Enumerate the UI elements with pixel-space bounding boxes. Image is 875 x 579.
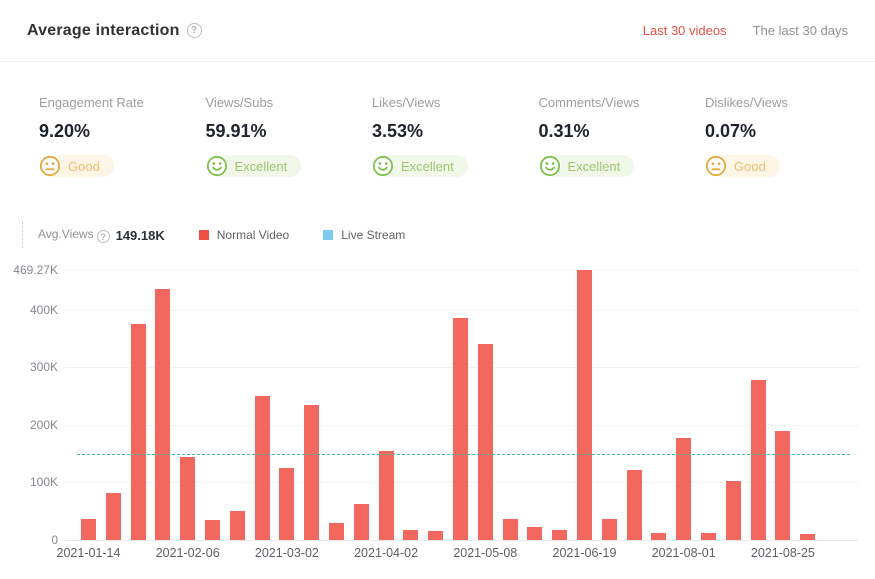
bar[interactable] — [105, 493, 121, 540]
average-line — [77, 454, 850, 456]
metric-engagement-rate: Engagement Rate 9.20% Good — [39, 62, 206, 177]
bar[interactable] — [130, 324, 146, 540]
filter-last-30-days[interactable]: The last 30 days — [752, 23, 848, 38]
bar[interactable] — [304, 405, 320, 540]
bar[interactable] — [254, 395, 270, 540]
legend-item-live-stream[interactable]: Live Stream — [323, 228, 405, 242]
x-tick-label: 2021-01-14 — [56, 546, 121, 560]
rating-label: Good — [68, 158, 100, 174]
chart-legend-row: Avg.Views? 149.18K Normal Video Live Str… — [22, 221, 848, 249]
rating-badge: Excellent — [538, 155, 635, 177]
y-tick-label: 400K — [29, 302, 58, 317]
bar[interactable] — [750, 380, 766, 540]
bar[interactable] — [329, 523, 344, 540]
normal-video-swatch-icon — [198, 230, 209, 240]
avg-views-label: Avg.Views? — [38, 227, 110, 244]
bar[interactable] — [180, 457, 196, 540]
bar[interactable] — [701, 532, 716, 540]
y-tick-label: 300K — [29, 360, 58, 375]
bar[interactable] — [81, 518, 96, 540]
metric-label: Engagement Rate — [39, 95, 144, 110]
bar[interactable] — [800, 534, 816, 540]
legend-item-normal-video[interactable]: Normal Video — [198, 228, 290, 242]
rating-label: Excellent — [401, 158, 454, 174]
y-axis: 469.27K 400K 300K 200K 100K 0 — [0, 263, 58, 547]
smile-face-icon — [205, 155, 228, 177]
metric-label: Likes/Views — [372, 95, 441, 110]
avg-views-value: 149.18K — [115, 227, 165, 243]
y-tick-label: 469.27K — [13, 263, 58, 277]
bar[interactable] — [155, 288, 171, 540]
y-tick-label: 200K — [29, 417, 58, 432]
metric-label: Dislikes/Views — [705, 95, 788, 110]
gridline — [65, 270, 858, 271]
filter-last-30-videos[interactable]: Last 30 videos — [642, 23, 727, 38]
metric-likes-views: Likes/Views 3.53% Excellent — [372, 62, 539, 177]
bar[interactable] — [477, 344, 493, 540]
plot-area: 2021-01-14 2021-02-06 2021-03-02 2021-04-02… — [57, 270, 858, 560]
rating-label: Excellent — [234, 158, 288, 174]
gridline — [65, 540, 858, 541]
bar[interactable] — [552, 530, 568, 540]
bar[interactable] — [353, 503, 369, 540]
metric-value: 0.07% — [705, 121, 757, 141]
panel-title: Average interaction — [27, 21, 180, 39]
x-tick-label: 2021-08-01 — [651, 546, 716, 560]
x-tick-label: 2021-02-06 — [155, 546, 220, 560]
bar[interactable] — [601, 519, 617, 540]
metric-comments-views: Comments/Views 0.31% Excellent — [538, 62, 706, 177]
y-tick-label: 0 — [51, 533, 58, 547]
bar[interactable] — [775, 430, 791, 540]
bar[interactable] — [651, 533, 667, 540]
neutral-face-icon — [39, 155, 61, 177]
legend-divider — [22, 222, 23, 248]
gridline — [65, 309, 858, 311]
bar[interactable] — [378, 450, 394, 540]
avg-views-help-icon[interactable]: ? — [96, 230, 110, 244]
metric-value: 0.31% — [538, 121, 590, 141]
bar[interactable] — [577, 270, 592, 540]
legend-label: Normal Video — [216, 228, 290, 242]
metrics-row: Engagement Rate 9.20% Good Views/Subs 59… — [39, 62, 875, 177]
metric-value: 59.91% — [205, 121, 267, 141]
y-tick-label: 100K — [29, 475, 58, 490]
bar[interactable] — [502, 519, 518, 540]
x-tick-label: 2021-05-08 — [453, 546, 518, 560]
bar[interactable] — [453, 317, 468, 540]
avg-views-text: Avg.Views — [38, 226, 94, 241]
bar[interactable] — [428, 530, 444, 540]
bar[interactable] — [403, 530, 419, 540]
smile-face-icon — [372, 155, 394, 177]
metric-dislikes-views: Dislikes/Views 0.07% Good — [705, 62, 872, 177]
live-stream-swatch-icon — [323, 230, 334, 240]
x-tick-label: 2021-04-02 — [354, 546, 419, 560]
bar[interactable] — [725, 480, 741, 540]
bar[interactable] — [205, 520, 220, 540]
x-tick-label: 2021-03-02 — [254, 546, 319, 560]
x-tick-label: 2021-06-19 — [552, 546, 617, 560]
smile-face-icon — [538, 155, 561, 177]
legend-label: Live Stream — [341, 228, 406, 242]
rating-badge: Excellent — [372, 155, 468, 177]
rating-label: Good — [734, 158, 766, 174]
neutral-face-icon — [705, 155, 727, 177]
help-icon[interactable]: ? — [186, 23, 202, 38]
metric-value: 9.20% — [39, 121, 91, 141]
rating-badge: Good — [705, 155, 780, 177]
bar[interactable] — [676, 438, 692, 540]
bar[interactable] — [279, 467, 295, 540]
bar[interactable] — [626, 469, 642, 540]
metric-label: Views/Subs — [205, 95, 274, 110]
bar[interactable] — [527, 526, 543, 540]
bar[interactable] — [229, 511, 245, 540]
x-tick-label: 2021-08-25 — [750, 546, 815, 560]
metric-views-subs: Views/Subs 59.91% Excellent — [205, 62, 373, 177]
metric-label: Comments/Views — [538, 95, 640, 110]
rating-badge: Good — [39, 155, 114, 177]
panel-header: Average interaction ? Last 30 videos The… — [0, 0, 875, 62]
metric-value: 3.53% — [372, 121, 424, 141]
rating-badge: Excellent — [205, 155, 302, 177]
rating-label: Excellent — [567, 158, 621, 174]
